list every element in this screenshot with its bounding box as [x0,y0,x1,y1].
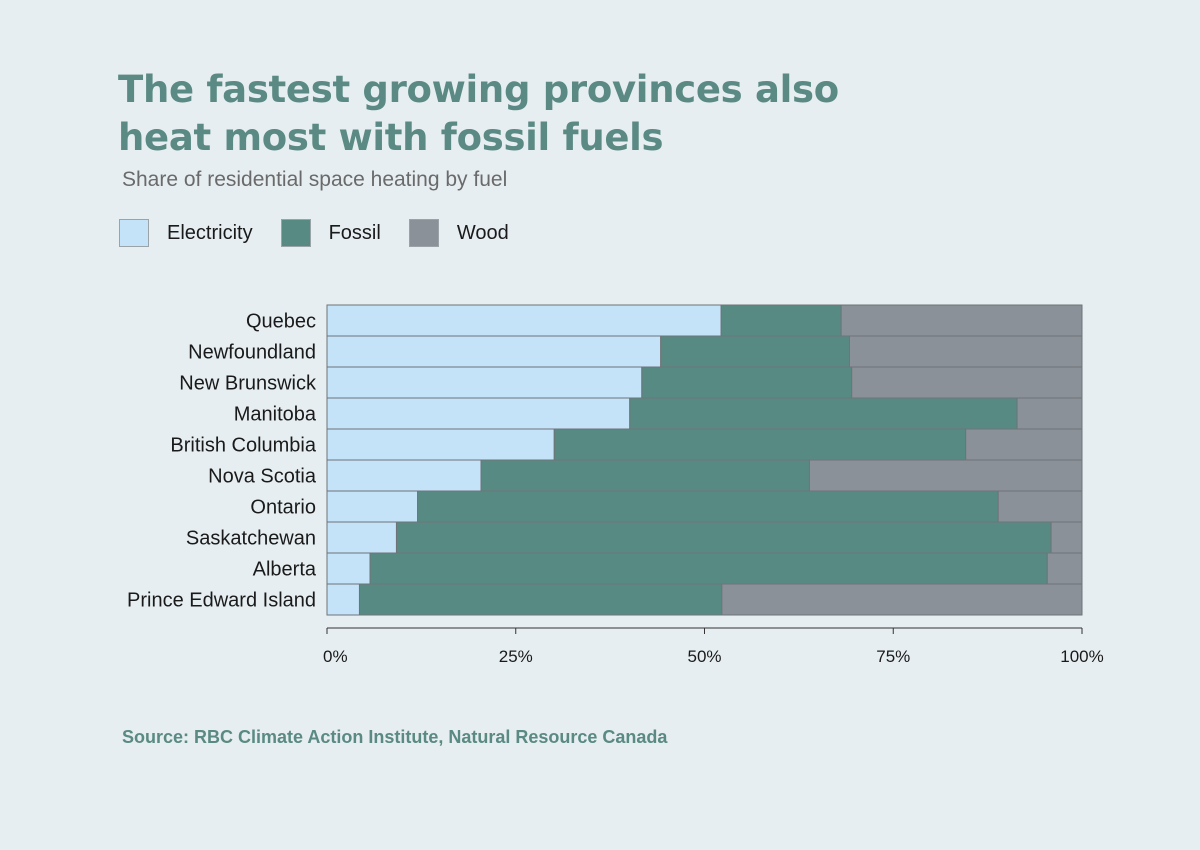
legend: Electricity Fossil Wood [119,219,537,247]
bar-newfoundland-wood [848,335,1083,368]
bar-alberta-fossil [369,552,1048,585]
legend-swatch-electricity [119,219,149,247]
bar-alberta-wood [1046,552,1083,585]
bar-nova-scotia-electricity [326,459,482,492]
bar-new-brunswick-fossil [641,366,853,399]
bar-ontario-fossil [417,490,999,523]
x-tick-label-100: 100% [1060,647,1103,666]
chart-title-line-1: The fastest growing provinces also [118,68,839,111]
legend-swatch-wood [408,219,439,247]
bar-alberta-electricity [326,552,371,585]
legend-label-wood: Wood [456,221,509,244]
category-label-quebec: Quebec [246,311,316,333]
bar-quebec-wood [840,304,1083,337]
bar-manitoba-electricity [326,397,631,430]
bar-new-brunswick-electricity [326,366,643,399]
x-tick-label-50: 50% [687,647,721,666]
chart-title-line-2: heat most with fossil fuels [118,116,664,159]
bar-manitoba-fossil [629,397,1018,430]
category-label-manitoba: Manitoba [234,404,317,426]
bar-prince-edward-island-fossil [358,583,723,616]
bar-saskatchewan-wood [1050,521,1083,554]
stacked-bar-chart: Quebec Newfoundland New Brunswick Manitoba B… [127,304,1104,666]
legend-item-wood: Wood [408,219,509,247]
category-label-newfoundland: Newfoundland [188,342,316,364]
bar-british-columbia-wood [965,428,1083,461]
bar-manitoba-wood [1016,397,1083,430]
category-label-saskatchewan: Saskatchewan [186,528,316,550]
bar-british-columbia-fossil [553,428,967,461]
bar-ontario-electricity [326,490,419,523]
chart-subtitle: Share of residential space heating by fu… [122,168,508,191]
legend-label-electricity: Electricity [167,221,253,244]
legend-swatch-fossil [280,219,311,247]
bar-nova-scotia-wood [808,459,1083,492]
bar-british-columbia-electricity [326,428,555,461]
bar-saskatchewan-fossil [395,521,1052,554]
bar-quebec-electricity [326,304,722,337]
bar-saskatchewan-electricity [326,521,397,554]
bar-newfoundland-electricity [326,335,662,368]
x-tick-label-25: 25% [499,647,533,666]
legend-label-fossil: Fossil [328,221,381,244]
chart-title: The fastest growing provinces also heat … [118,66,878,162]
legend-item-fossil: Fossil [280,219,381,247]
category-label-prince-edward-island: Prince Edward Island [127,590,316,612]
bar-ontario-wood [997,490,1083,523]
bar-quebec-fossil [720,304,842,337]
legend-item-electricity: Electricity [119,219,253,247]
bar-nova-scotia-fossil [480,459,810,492]
x-tick-label-75: 75% [876,647,910,666]
bar-new-brunswick-wood [851,366,1083,399]
bar-prince-edward-island-wood [721,583,1083,616]
source-note: Source: RBC Climate Action Institute, Na… [122,727,668,747]
category-label-nova-scotia: Nova Scotia [208,466,317,488]
category-label-alberta: Alberta [253,559,317,581]
category-label-ontario: Ontario [250,497,316,519]
x-tick-label-0: 0% [323,647,348,666]
category-label-british-columbia: British Columbia [170,435,316,457]
bar-newfoundland-fossil [660,335,850,368]
bar-prince-edward-island-electricity [326,583,360,616]
category-label-new-brunswick: New Brunswick [179,373,317,395]
